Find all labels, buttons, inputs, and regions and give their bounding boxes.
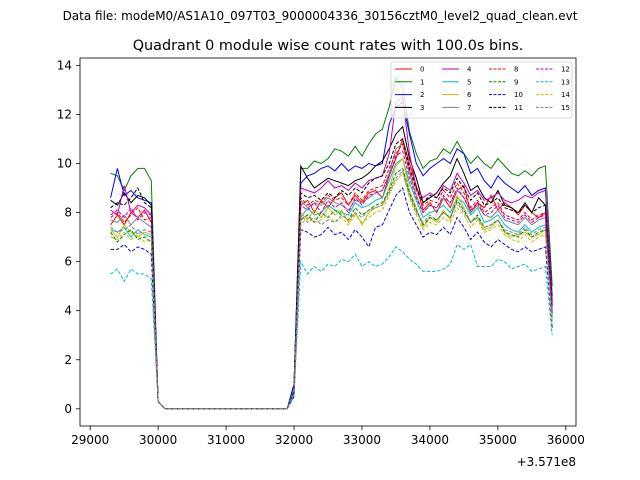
y-tick-label: 8 — [64, 206, 72, 220]
series-line-6 — [110, 157, 553, 410]
legend-label: 11 — [514, 104, 523, 112]
legend-label: 9 — [514, 78, 518, 86]
legend-label: 4 — [467, 66, 472, 74]
legend-label: 5 — [467, 78, 471, 86]
series-line-13 — [110, 243, 553, 410]
series-line-1 — [110, 76, 553, 410]
y-tick-label: 0 — [64, 402, 72, 416]
x-tick-label: 35000 — [479, 433, 517, 447]
x-tick-label: 33000 — [343, 433, 381, 447]
legend-label: 0 — [420, 66, 424, 74]
y-axis: 0 2 4 6 8 10 12 14 — [57, 58, 80, 416]
x-tick-label: 34000 — [411, 433, 449, 447]
series-line-15 — [110, 169, 553, 410]
series-line-2 — [110, 101, 553, 410]
legend-label: 2 — [420, 91, 424, 99]
y-tick-label: 4 — [64, 304, 72, 318]
legend-label: 8 — [514, 66, 518, 74]
x-tick-label: 29000 — [71, 433, 109, 447]
series-line-11 — [110, 138, 553, 410]
x-tick-label: 30000 — [139, 433, 177, 447]
legend-label: 15 — [561, 104, 570, 112]
series-line-8 — [110, 142, 553, 410]
plot-frame — [79, 57, 577, 427]
legend-label: 13 — [561, 78, 570, 86]
y-tick-label: 12 — [57, 107, 72, 121]
chart-suptitle: Data file: modeM0/AS1A10_097T03_90000043… — [63, 9, 578, 23]
series-line-5 — [110, 157, 553, 410]
y-tick-label: 2 — [64, 353, 72, 367]
y-tick-label: 10 — [57, 156, 72, 170]
chart-title: Quadrant 0 module wise count rates with … — [133, 38, 524, 54]
y-tick-label: 14 — [57, 58, 72, 72]
legend-label: 14 — [561, 91, 570, 99]
legend-label: 12 — [561, 66, 570, 74]
legend-label: 1 — [420, 78, 424, 86]
x-offset-label: +3.571e8 — [517, 455, 576, 469]
series-line-14 — [110, 172, 553, 410]
x-tick-label: 31000 — [207, 433, 245, 447]
series-line-12 — [110, 150, 553, 410]
legend-label: 10 — [514, 91, 523, 99]
x-axis: 29000 30000 31000 32000 33000 34000 35000 36000 — [71, 426, 585, 447]
x-tick-label: 36000 — [547, 433, 585, 447]
legend-box — [390, 61, 573, 119]
legend-label: 7 — [467, 104, 471, 112]
legend-label: 6 — [467, 91, 472, 99]
x-tick-label: 32000 — [275, 433, 313, 447]
series-layer — [110, 76, 553, 410]
y-tick-label: 6 — [64, 255, 72, 269]
series-line-4 — [110, 96, 553, 410]
legend-label: 3 — [420, 104, 424, 112]
